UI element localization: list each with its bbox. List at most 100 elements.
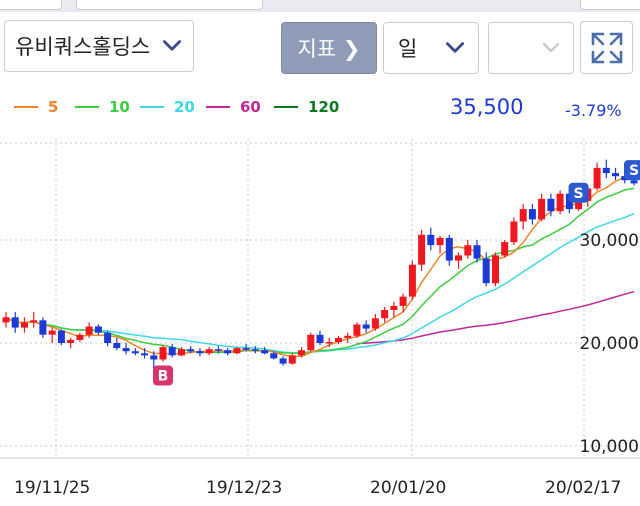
candle-body [362,324,370,329]
period-label: 일 [398,37,418,61]
ma-line-20 [5,212,635,354]
candle-body [178,349,185,356]
candle-body [150,355,158,360]
candle-body [131,351,139,354]
candle-body [141,353,148,356]
candle-body [196,351,204,354]
x-tick-label: 19/11/25 [14,478,91,498]
ma-legend: 5 10 20 60 120 [0,92,640,122]
candle-body [224,350,232,354]
candle-body [270,353,278,359]
sub-period-select[interactable] [488,22,574,74]
candle-body [464,245,472,256]
candle-body [510,221,518,243]
candle-body [298,350,305,356]
candle-body [48,330,56,335]
candle-body [30,320,38,323]
legend-item-ma60: 60 [206,98,261,116]
candle-body [538,198,546,220]
candle-body [113,343,121,349]
candle-body [547,198,555,212]
legend-item-ma10: 10 [75,98,130,116]
top-tab-middle[interactable] [76,0,263,10]
stock-select[interactable]: 유비쿼스홀딩스 [4,20,194,72]
candle-body [104,332,112,343]
candle-body [556,193,564,212]
candle-body [381,310,389,319]
candle-body [335,337,342,342]
candle-body [251,349,259,351]
candle-body [187,349,195,352]
candle-body [67,339,75,343]
candle-body [482,258,490,284]
candle-body [307,334,315,351]
candle-body [455,255,462,261]
y-tick-label: 10,000 [580,437,639,457]
y-tick-label: 20,000 [580,334,639,354]
candle-body [233,348,241,354]
candle-body [612,173,619,177]
candle-body [122,348,130,352]
candle-body [436,237,444,246]
candle-body [85,326,93,335]
candle-body [279,358,287,364]
x-tick-label: 20/02/17 [545,478,622,498]
candle-body [159,347,167,360]
expand-icon [591,32,622,63]
candle-body [11,317,19,328]
candle-body [473,245,481,259]
candle-body [344,335,352,338]
candle-body [593,167,601,189]
candle-body [519,209,527,222]
candle-body [399,296,407,306]
candle-body [565,193,573,210]
candle-body [418,234,426,265]
candle-body [353,324,361,336]
top-strip [0,0,640,12]
x-tick-label: 19/12/23 [206,478,283,498]
legend-item-ma5: 5 [14,98,58,116]
trade-marker-badge [568,182,589,203]
candle-body [242,348,250,350]
candle-body [427,234,435,246]
top-tab-right[interactable] [580,0,640,10]
indicator-label: 지표 ❯ [297,37,361,61]
trade-marker-label: B [158,369,169,385]
chevron-down-icon [542,42,560,53]
candle-body [630,180,638,184]
candle-body [445,237,453,261]
candle-body [575,200,583,210]
current-price: 35,500 [450,95,524,119]
trade-marker-label: S [629,163,639,179]
legend-item-ma20: 20 [140,98,195,116]
trade-marker-label: S [574,186,584,202]
period-select[interactable]: 일 [383,22,479,74]
stock-name: 유비쿼스홀딩스 [15,35,151,59]
candle-body [528,209,536,220]
candle-body [21,322,28,328]
candle-body [94,326,102,333]
candle-body [39,320,47,335]
candle-body [325,342,333,344]
chevron-down-icon [446,42,464,53]
candle-body [57,330,65,343]
y-tick-label: 30,000 [580,231,639,251]
candle-body [492,255,499,284]
candle-body [316,334,324,343]
indicator-button[interactable]: 지표 ❯ [281,22,377,74]
fullscreen-button[interactable] [580,21,633,74]
ma-line-60 [356,290,635,345]
candle-body [288,355,296,364]
x-tick-label: 20/01/20 [370,478,447,498]
candle-body [501,242,509,256]
legend-item-ma120: 120 [274,98,339,116]
candle-body [261,350,269,354]
top-tab-left[interactable] [0,0,62,10]
candle-body [205,349,213,354]
candle-body [390,305,398,310]
price-change-percent: -3.79% [565,101,622,120]
candlestick-chart[interactable]: B S S 30,000 20,000 10,000 [0,135,640,463]
candle-body [214,349,222,351]
candle-body [602,167,610,174]
trade-marker-badge [153,365,173,386]
